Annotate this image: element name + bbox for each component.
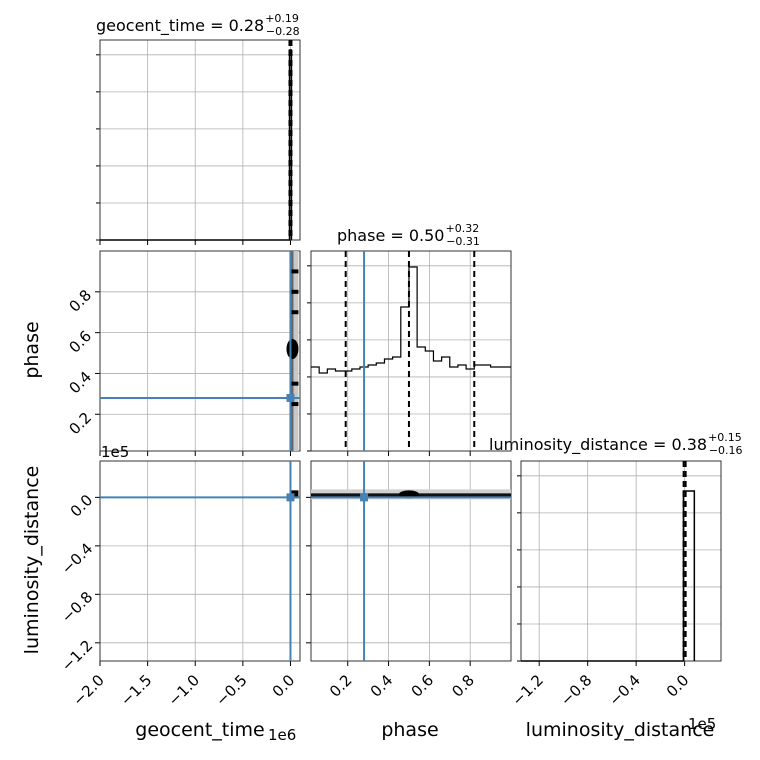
ytick-label: −0.4: [58, 539, 96, 577]
ytick-label: 0.2: [65, 409, 95, 439]
xtick-label: −0.4: [605, 671, 643, 709]
ylabel-phase: phase: [21, 321, 43, 378]
histogram-step: [521, 490, 696, 662]
histogram-step: [100, 49, 293, 241]
panel-frame: [310, 460, 512, 662]
xtick-label: −0.5: [212, 671, 250, 709]
xtick-label: 0.4: [367, 671, 397, 701]
xtick-label: −1.0: [165, 671, 203, 709]
panel-phase-hist: [307, 250, 512, 456]
panel-luminosity-distance-vs-geocent-time: [95, 460, 301, 666]
xlabel-phase: phase: [381, 719, 438, 741]
density-contour: [290, 310, 299, 315]
panel-luminosity-distance-vs-phase: [306, 460, 512, 666]
panel-frame: [310, 250, 512, 452]
xtick-label: 0.6: [408, 671, 438, 701]
title-phase: phase = 0.50+0.32 −0.31: [337, 222, 480, 248]
density-core: [286, 338, 299, 359]
ytick-label: 0.4: [65, 368, 95, 398]
density-contour: [290, 402, 299, 407]
ytick-label: −0.8: [58, 588, 96, 626]
xtick-label: 0.2: [326, 671, 356, 701]
panel-frame: [99, 39, 301, 241]
xtick-label: −1.2: [509, 671, 547, 709]
xtick-label: 0.0: [663, 671, 693, 701]
density-contour: [290, 269, 299, 274]
xtick-label: −0.8: [557, 671, 595, 709]
panel-frame: [99, 460, 301, 662]
density-contour: [290, 289, 299, 294]
panel-luminosity-distance-hist: [517, 460, 722, 666]
ylabel-luminosity-distance: luminosity_distance: [21, 466, 43, 655]
truth-marker: [360, 493, 369, 502]
density-contour: [290, 381, 299, 386]
xlabel-geocent-time: geocent_time: [135, 719, 264, 741]
histogram-step: [311, 266, 511, 374]
ytick-label: 0.8: [65, 286, 95, 316]
ytick-label: 0.6: [65, 327, 95, 357]
yaxis-scale-luminosity-distance: 1e5: [101, 443, 129, 461]
title-geocent-time: geocent_time = 0.28+0.19 −0.28: [96, 12, 300, 38]
title-luminosity-distance: luminosity_distance = 0.38+0.15 −0.16: [489, 431, 743, 457]
truth-marker: [286, 393, 295, 402]
panel-geocent-time-hist: [96, 39, 301, 245]
xtick-label: 0.8: [448, 671, 478, 701]
panel-frame: [99, 250, 301, 452]
xlabel-luminosity-distance: luminosity_distance: [526, 719, 715, 741]
xaxis-scale-luminosity-distance: 1e5: [688, 715, 716, 733]
xtick-label: 0.0: [269, 671, 299, 701]
panel-phase-vs-geocent-time: [95, 250, 301, 456]
xaxis-scale-geocent-time: 1e6: [268, 726, 296, 744]
xtick-label: −2.0: [69, 671, 107, 709]
ytick-label: −1.2: [58, 636, 96, 674]
ytick-label: 0.0: [67, 491, 97, 521]
truth-marker: [286, 493, 295, 502]
xtick-label: −1.5: [117, 671, 155, 709]
